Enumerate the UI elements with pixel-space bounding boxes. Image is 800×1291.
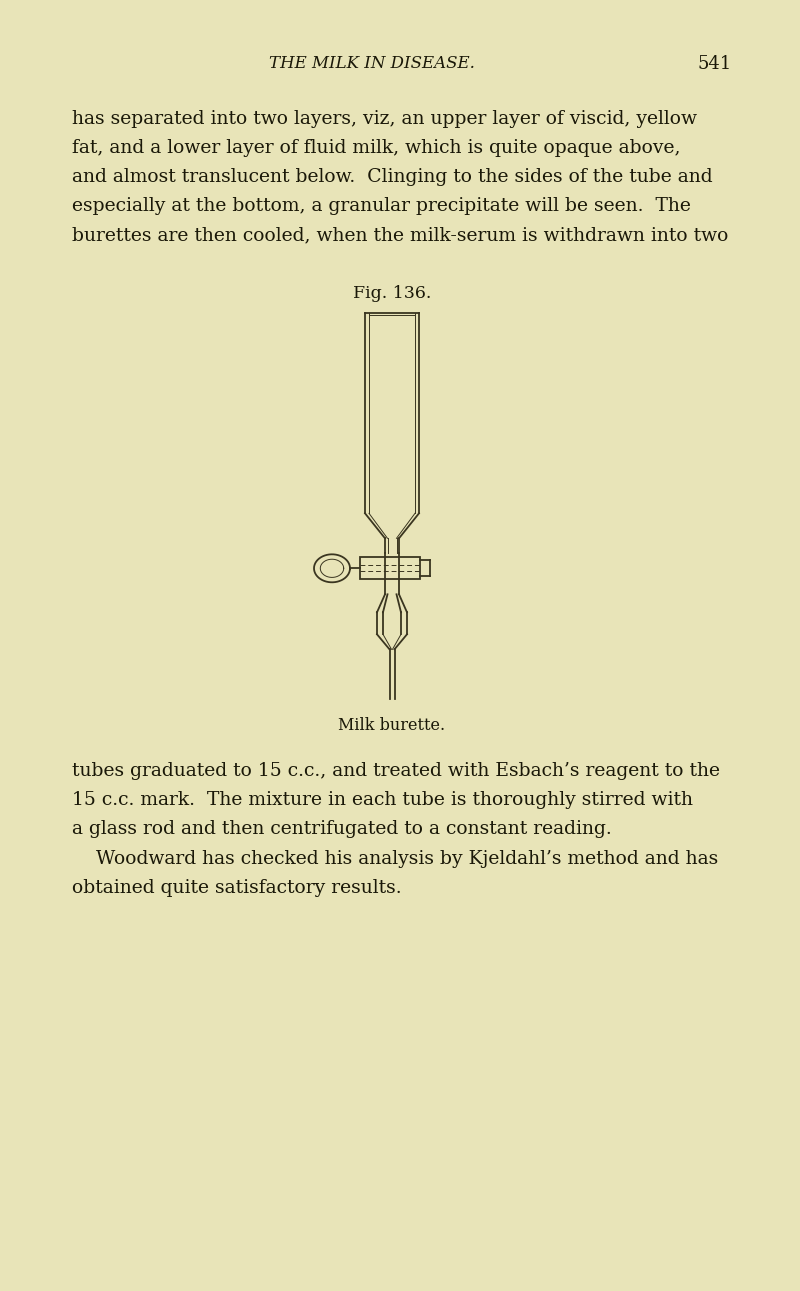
Text: obtained quite satisfactory results.: obtained quite satisfactory results. <box>72 879 402 896</box>
Text: tubes graduated to 15 c.c., and treated with Esbach’s reagent to the: tubes graduated to 15 c.c., and treated … <box>72 762 720 780</box>
Text: especially at the bottom, a granular precipitate will be seen.  The: especially at the bottom, a granular pre… <box>72 198 691 216</box>
Text: Fig. 136.: Fig. 136. <box>353 285 431 302</box>
Text: has separated into two layers, viz, an upper layer of viscid, yellow: has separated into two layers, viz, an u… <box>72 110 697 128</box>
Text: 541: 541 <box>698 56 732 74</box>
Text: Woodward has checked his analysis by Kjeldahl’s method and has: Woodward has checked his analysis by Kje… <box>72 849 718 868</box>
Text: 15 c.c. mark.  The mixture in each tube is thoroughly stirred with: 15 c.c. mark. The mixture in each tube i… <box>72 791 693 809</box>
Text: Milk burette.: Milk burette. <box>338 718 446 735</box>
Text: a glass rod and then centrifugated to a constant reading.: a glass rod and then centrifugated to a … <box>72 821 612 838</box>
Text: burettes are then cooled, when the milk-serum is withdrawn into two: burettes are then cooled, when the milk-… <box>72 226 728 244</box>
Bar <box>360 558 420 580</box>
Text: THE MILK IN DISEASE.: THE MILK IN DISEASE. <box>269 56 475 72</box>
Text: fat, and a lower layer of fluid milk, which is quite opaque above,: fat, and a lower layer of fluid milk, wh… <box>72 139 681 158</box>
Text: and almost translucent below.  Clinging to the sides of the tube and: and almost translucent below. Clinging t… <box>72 168 713 186</box>
